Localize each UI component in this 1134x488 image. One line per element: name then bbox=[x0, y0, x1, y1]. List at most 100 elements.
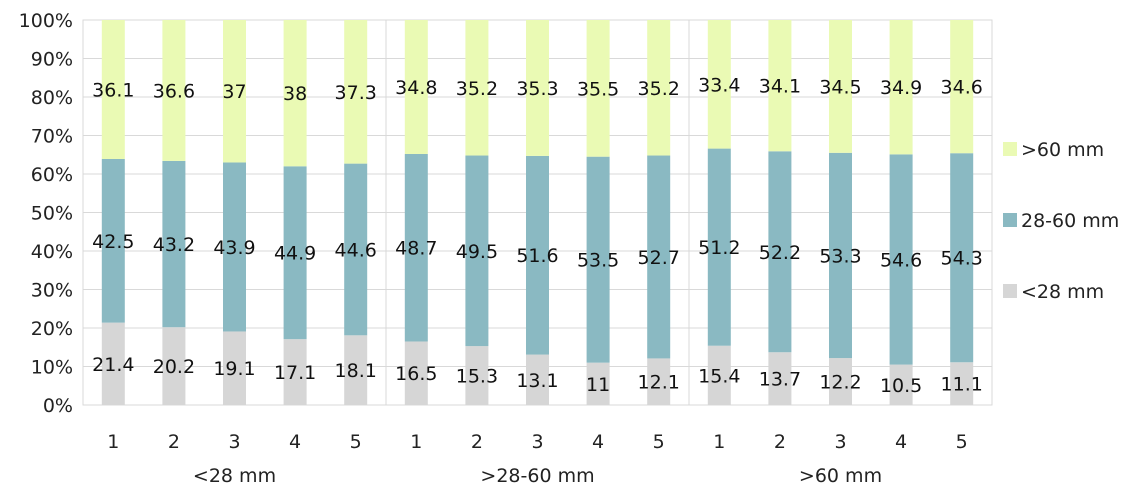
group-label: <28 mm bbox=[193, 465, 276, 487]
bar-segment bbox=[889, 20, 913, 155]
legend-label: 28-60 mm bbox=[1021, 210, 1119, 232]
x-tick-label: 1 bbox=[107, 431, 119, 453]
y-tick-label: 30% bbox=[31, 280, 73, 302]
bar-segment bbox=[829, 358, 852, 405]
data-label: 19.1 bbox=[213, 358, 255, 380]
bar-segment bbox=[526, 354, 549, 405]
data-label: 43.9 bbox=[213, 237, 255, 259]
data-label: 33.4 bbox=[698, 74, 740, 96]
bar-segment bbox=[707, 148, 731, 346]
bar-segment bbox=[404, 20, 428, 154]
bar-segment bbox=[465, 155, 489, 347]
data-label: 53.5 bbox=[577, 250, 619, 272]
data-label: 13.7 bbox=[759, 369, 801, 391]
bar-segment bbox=[404, 153, 428, 342]
bar-segment bbox=[707, 345, 731, 405]
data-label: 18.1 bbox=[335, 360, 377, 382]
bar-segment bbox=[162, 327, 186, 405]
data-label: 52.7 bbox=[638, 247, 680, 269]
data-label: 34.6 bbox=[941, 77, 983, 99]
bar-segment bbox=[101, 20, 125, 159]
x-tick-label: 2 bbox=[168, 431, 180, 453]
bar-segment bbox=[283, 339, 307, 405]
bar-segment bbox=[586, 362, 610, 405]
data-label: 34.8 bbox=[395, 77, 437, 99]
bar-segment bbox=[283, 20, 307, 167]
data-label: 36.1 bbox=[92, 79, 134, 101]
data-label: 21.4 bbox=[92, 354, 134, 376]
y-tick-label: 70% bbox=[31, 126, 73, 148]
data-label: 54.6 bbox=[880, 249, 922, 271]
data-label: 48.7 bbox=[395, 238, 437, 260]
x-tick-label: 4 bbox=[895, 431, 907, 453]
bar-segment bbox=[647, 20, 671, 156]
bar-segment bbox=[344, 335, 368, 405]
x-tick-label: 2 bbox=[471, 431, 483, 453]
y-tick-label: 0% bbox=[43, 395, 73, 417]
data-label: 11.1 bbox=[941, 374, 983, 396]
x-tick-label: 5 bbox=[350, 431, 362, 453]
bar-segment bbox=[768, 352, 792, 405]
bar-segment bbox=[829, 20, 852, 153]
x-tick-label: 1 bbox=[713, 431, 725, 453]
data-label: 34.5 bbox=[819, 76, 861, 98]
bar-segment bbox=[162, 160, 186, 328]
legend-swatch bbox=[1003, 213, 1017, 227]
bar-segment bbox=[223, 162, 246, 332]
y-tick-label: 40% bbox=[31, 241, 73, 263]
bar-layer bbox=[101, 20, 974, 405]
data-label: 17.1 bbox=[274, 362, 316, 384]
data-label: 20.2 bbox=[153, 356, 195, 378]
data-label: 15.3 bbox=[456, 366, 498, 388]
data-label: 34.1 bbox=[759, 76, 801, 98]
legend-label: >60 mm bbox=[1021, 139, 1104, 161]
data-label: 35.2 bbox=[638, 78, 680, 100]
bar-segment bbox=[404, 341, 428, 405]
bar-segment bbox=[768, 151, 792, 353]
data-label: 37.3 bbox=[335, 82, 377, 104]
y-tick-label: 100% bbox=[19, 10, 73, 32]
x-tick-label: 3 bbox=[228, 431, 240, 453]
legend-swatch bbox=[1003, 284, 1017, 298]
bar-segment bbox=[465, 20, 489, 156]
y-tick-label: 20% bbox=[31, 318, 73, 340]
bar-segment bbox=[647, 358, 671, 405]
x-tick-label: 4 bbox=[592, 431, 604, 453]
bar-segment bbox=[162, 20, 186, 161]
x-tick-label: 3 bbox=[531, 431, 543, 453]
data-label: 54.3 bbox=[941, 248, 983, 270]
data-label: 49.5 bbox=[456, 241, 498, 263]
data-label: 35.5 bbox=[577, 78, 619, 100]
data-label: 12.1 bbox=[638, 372, 680, 394]
x-tick-label: 5 bbox=[956, 431, 968, 453]
bar-segment bbox=[647, 155, 671, 359]
data-label: 13.1 bbox=[516, 370, 558, 392]
bar-segment bbox=[465, 346, 489, 405]
data-label: 38 bbox=[283, 83, 307, 105]
data-label: 51.6 bbox=[516, 245, 558, 267]
y-tick-label: 60% bbox=[31, 164, 73, 186]
bar-segment bbox=[707, 20, 731, 149]
bar-segment bbox=[768, 20, 792, 152]
bar-segment bbox=[889, 154, 913, 365]
bar-segment bbox=[586, 20, 610, 157]
data-label: 34.9 bbox=[880, 77, 922, 99]
y-tick-label: 10% bbox=[31, 357, 73, 379]
bar-segment bbox=[344, 163, 368, 336]
x-tick-label: 3 bbox=[834, 431, 846, 453]
bar-segment bbox=[223, 20, 246, 163]
bar-segment bbox=[223, 331, 246, 405]
data-label: 35.2 bbox=[456, 78, 498, 100]
axis-layer: 0% 10% 20% 30% 40% 50% 60% 70% 80% 90% 100% <28 mm 1… bbox=[19, 10, 968, 487]
legend-swatch bbox=[1003, 142, 1017, 156]
group-label: >60 mm bbox=[799, 465, 882, 487]
bar-segment bbox=[526, 155, 549, 355]
data-label: 51.2 bbox=[698, 237, 740, 259]
y-tick-label: 90% bbox=[31, 49, 73, 71]
x-tick-label: 1 bbox=[410, 431, 422, 453]
data-label: 10.5 bbox=[880, 375, 922, 397]
label-layer: 21.4 42.5 36.1 20.2 43.2 36.6 19.1 43.9 37 17.1 44… bbox=[92, 74, 983, 396]
data-label: 16.5 bbox=[395, 363, 437, 385]
bar-segment bbox=[101, 322, 125, 405]
